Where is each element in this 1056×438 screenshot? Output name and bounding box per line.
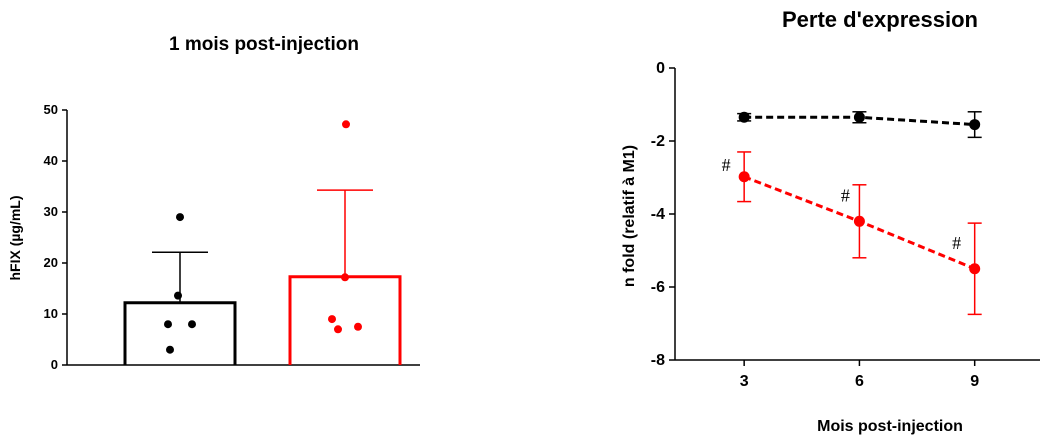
data-point: [738, 171, 750, 183]
y-tick-label: 40: [44, 153, 58, 168]
bar: [123, 301, 237, 365]
bar-chart-title: 1 mois post-injection: [169, 34, 359, 55]
data-point: [969, 119, 981, 131]
bar-chart-bars: [123, 120, 402, 365]
line-chart-xlabel: Mois post-injection: [817, 418, 963, 435]
bar-chart-ylabel: hFIX (µg/mL): [7, 195, 23, 280]
y-tick-label: -8: [651, 352, 665, 369]
line-chart-title: Perte d'expression: [782, 7, 978, 32]
bar: [288, 275, 402, 365]
y-tick-label: -6: [651, 279, 665, 296]
x-tick-label: 9: [970, 373, 979, 390]
data-point: [853, 215, 865, 227]
line-chart-axes: 0 -2 -4 -6 -8 3 6 9: [651, 60, 1040, 390]
y-tick-label: -4: [651, 206, 665, 223]
data-point: [341, 273, 349, 282]
x-tick-label: 6: [855, 373, 864, 390]
data-point: [176, 213, 184, 222]
data-point: [164, 320, 172, 329]
data-point: [853, 111, 865, 123]
data-point: [334, 325, 342, 334]
y-tick-label: 0: [51, 357, 58, 372]
significance-mark: #: [952, 233, 961, 253]
line-chart-panel: Perte d'expression n fold (relatif à M1)…: [621, 7, 1040, 435]
line-chart-series: # # #: [722, 111, 982, 316]
y-tick-label: 50: [44, 102, 58, 117]
significance-mark: #: [841, 185, 850, 205]
data-point: [354, 322, 362, 331]
y-tick-label: -2: [651, 133, 665, 150]
y-tick-label: 30: [44, 204, 58, 219]
y-tick-label: 20: [44, 255, 58, 270]
y-tick-label: 10: [44, 306, 58, 321]
x-tick-label: 3: [740, 373, 749, 390]
data-point: [328, 315, 336, 324]
y-tick-label: 0: [656, 60, 665, 77]
line-chart-ylabel: n fold (relatif à M1): [621, 145, 638, 287]
bar-chart-y-axis: 0 10 20 30 40 50: [44, 102, 420, 372]
data-point: [738, 111, 750, 123]
data-point: [174, 291, 182, 300]
bar-chart-panel: 1 mois post-injection hFIX (µg/mL) 0 10 20…: [7, 34, 420, 372]
data-point: [188, 320, 196, 329]
significance-mark: #: [722, 155, 731, 175]
data-point: [969, 263, 981, 275]
data-point: [342, 120, 350, 129]
data-point: [166, 345, 174, 354]
